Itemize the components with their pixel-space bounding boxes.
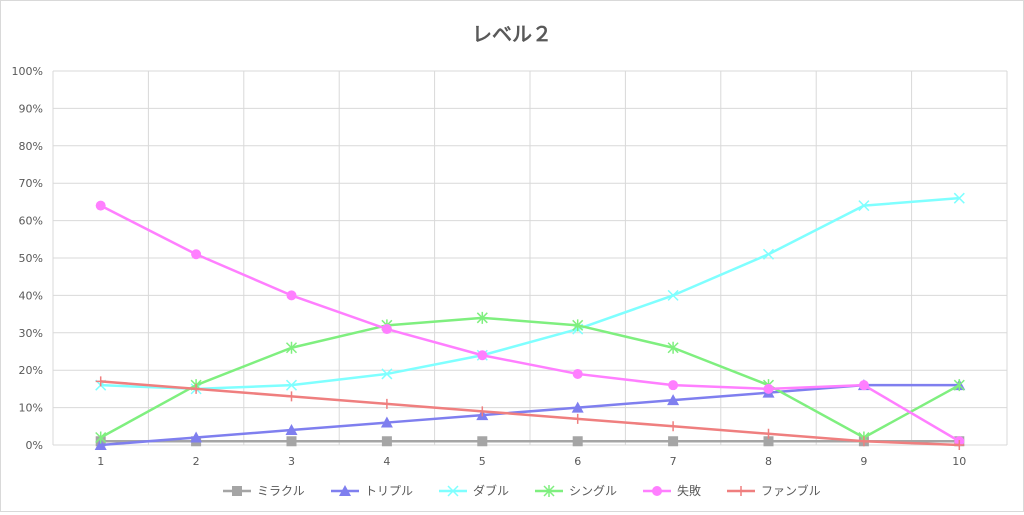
series-group bbox=[94, 192, 966, 450]
data-point bbox=[668, 421, 679, 432]
data-point bbox=[763, 436, 774, 447]
legend-marker bbox=[232, 486, 242, 496]
data-point bbox=[858, 436, 869, 447]
data-point bbox=[477, 350, 488, 361]
legend: ミラクル トリプル ダブル シングル 失敗 ファンブル bbox=[223, 483, 821, 498]
y-tick-label: 0% bbox=[26, 439, 43, 452]
data-point bbox=[953, 379, 965, 392]
data-point bbox=[285, 424, 298, 436]
y-tick-label: 80% bbox=[19, 140, 43, 153]
y-tick-label: 100% bbox=[12, 65, 43, 78]
series-line bbox=[100, 380, 960, 447]
x-tick-label: 4 bbox=[383, 455, 390, 468]
data-point bbox=[572, 319, 584, 332]
legend-marker bbox=[652, 486, 662, 496]
data-point bbox=[668, 380, 679, 391]
x-tick-label: 7 bbox=[670, 455, 677, 468]
data-point bbox=[668, 436, 679, 447]
data-point bbox=[381, 436, 392, 447]
data-point bbox=[763, 383, 774, 394]
y-tick-label: 50% bbox=[19, 252, 43, 265]
y-tick-label: 30% bbox=[19, 327, 43, 340]
legend-label: 失敗 bbox=[677, 483, 701, 498]
x-tick-label: 3 bbox=[288, 455, 295, 468]
legend-label: ダブル bbox=[473, 483, 509, 498]
legend-item: ファンブル bbox=[727, 483, 821, 498]
y-tick-label: 40% bbox=[19, 289, 43, 302]
data-point bbox=[286, 391, 297, 402]
data-point bbox=[380, 416, 393, 428]
legend-item: 失敗 bbox=[643, 483, 701, 498]
legend-item: シングル bbox=[535, 484, 617, 498]
data-point bbox=[285, 379, 298, 391]
legend-item: ミラクル bbox=[223, 484, 305, 498]
data-point bbox=[667, 341, 679, 354]
data-point bbox=[953, 192, 965, 204]
data-point bbox=[477, 406, 488, 417]
data-point bbox=[95, 200, 106, 211]
series-失敗 bbox=[95, 200, 965, 447]
legend-marker bbox=[736, 486, 746, 496]
y-tick-label: 20% bbox=[19, 364, 43, 377]
legend-marker bbox=[543, 485, 555, 497]
y-tick-label: 70% bbox=[19, 177, 43, 190]
data-point bbox=[572, 413, 583, 424]
data-point bbox=[763, 428, 774, 439]
data-point bbox=[476, 311, 488, 324]
x-tick-label: 5 bbox=[479, 455, 486, 468]
x-axis-ticks: 1 2 3 4 5 6 7 8 9 10 bbox=[97, 455, 966, 468]
data-point bbox=[858, 200, 870, 212]
data-point bbox=[285, 341, 298, 354]
y-tick-label: 10% bbox=[19, 402, 43, 415]
gridlines bbox=[52, 70, 1008, 446]
x-tick-label: 8 bbox=[765, 455, 772, 468]
data-point bbox=[191, 383, 202, 394]
data-point bbox=[477, 436, 488, 447]
legend-label: シングル bbox=[569, 484, 617, 498]
x-tick-label: 10 bbox=[952, 455, 966, 468]
series-line bbox=[100, 383, 960, 447]
data-point bbox=[571, 401, 584, 413]
data-point bbox=[94, 439, 107, 450]
data-point bbox=[954, 440, 965, 450]
legend-marker bbox=[339, 485, 351, 496]
data-point bbox=[381, 324, 392, 335]
legend-marker bbox=[447, 485, 459, 497]
y-tick-label: 60% bbox=[19, 215, 43, 228]
legend-label: ファンブル bbox=[761, 483, 821, 498]
data-point bbox=[191, 249, 202, 260]
x-tick-label: 2 bbox=[193, 455, 200, 468]
x-tick-label: 9 bbox=[860, 455, 867, 468]
data-point bbox=[381, 368, 393, 380]
data-point bbox=[381, 398, 392, 409]
legend-item: ダブル bbox=[439, 483, 509, 498]
y-tick-label: 90% bbox=[19, 102, 43, 115]
data-point bbox=[667, 289, 679, 301]
legend-label: ミラクル bbox=[257, 484, 305, 498]
x-tick-label: 6 bbox=[574, 455, 581, 468]
legend-item: トリプル bbox=[331, 484, 413, 498]
data-point bbox=[762, 248, 775, 260]
chart-title: レベル２ bbox=[472, 22, 552, 46]
data-point bbox=[858, 380, 869, 391]
data-point bbox=[572, 436, 583, 447]
y-axis-ticks: 0% 10% 20% 30% 40% 50% 60% 70% 80% 90% 100% bbox=[12, 65, 43, 452]
data-point bbox=[286, 290, 297, 301]
data-point bbox=[286, 436, 297, 447]
x-tick-label: 1 bbox=[97, 455, 104, 468]
data-point bbox=[190, 431, 203, 443]
series-ファンブル bbox=[95, 376, 965, 450]
legend-label: トリプル bbox=[365, 484, 413, 498]
data-point bbox=[667, 394, 680, 406]
series-line bbox=[100, 204, 960, 443]
data-point bbox=[572, 368, 583, 379]
data-point bbox=[95, 376, 106, 387]
series-line bbox=[100, 316, 960, 439]
series-line bbox=[100, 196, 960, 391]
data-point bbox=[95, 431, 107, 444]
